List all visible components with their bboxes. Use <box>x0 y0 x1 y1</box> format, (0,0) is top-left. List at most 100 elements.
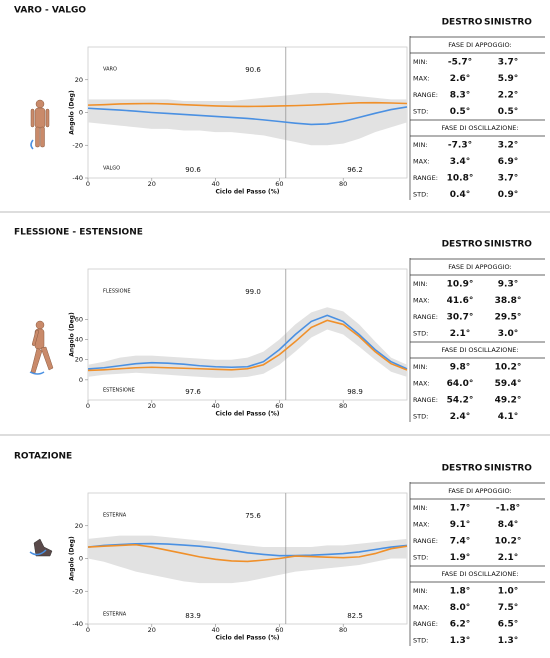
cell-value: 1.3° <box>498 636 518 646</box>
row-label: STD: <box>413 554 428 562</box>
cell-value: 6.5° <box>498 620 518 630</box>
annotation: VARO <box>103 67 117 73</box>
cell-value: 38.8° <box>495 296 522 306</box>
cell-value: 1.8° <box>450 587 470 597</box>
cell-value: 2.2° <box>498 91 518 101</box>
annotation: 98.9 <box>347 388 363 396</box>
row-label: MIN: <box>413 587 428 595</box>
annotation: ESTENSIONE <box>103 388 135 394</box>
y-tick-label: -40 <box>72 174 83 182</box>
annotation: 82.5 <box>347 612 363 620</box>
row-label: MIN: <box>413 141 428 149</box>
annotation: ESTERNA <box>103 513 127 519</box>
normal-band <box>88 307 407 378</box>
row-label: STD: <box>413 413 428 421</box>
y-tick-label: 20 <box>75 522 83 530</box>
cell-value: -5.7° <box>448 58 472 68</box>
foot-icon <box>29 538 53 557</box>
row-label: MAX: <box>413 75 430 83</box>
cell-value: 8.4° <box>498 520 518 530</box>
cell-value: 64.0° <box>447 379 474 389</box>
y-axis-label: Angolo (Deg) <box>69 536 76 581</box>
cell-value: 3.2° <box>498 141 518 151</box>
cell-value: 10.2° <box>495 363 522 373</box>
annotation: 75.6 <box>245 512 261 520</box>
y-tick-label: -20 <box>72 141 83 149</box>
cell-value: 6.2° <box>450 620 470 630</box>
series-line <box>87 542 408 557</box>
cell-value: 10.2° <box>495 537 522 547</box>
annotation: 90.6 <box>185 166 201 174</box>
row-label: STD: <box>413 330 428 338</box>
x-tick-label: 20 <box>148 180 156 188</box>
y-tick-label: 0 <box>79 555 83 563</box>
row-label: MIN: <box>413 280 428 288</box>
cell-value: 3.4° <box>450 157 470 167</box>
x-tick-label: 40 <box>211 626 219 634</box>
cell-value: 1.0° <box>498 587 518 597</box>
cell-value: 7.5° <box>498 603 518 613</box>
cell-value: 1.3° <box>450 636 470 646</box>
series-line <box>87 543 408 563</box>
row-label: MIN: <box>413 504 428 512</box>
cell-value: 0.9° <box>498 190 518 200</box>
cell-value: -7.3° <box>448 141 472 151</box>
y-axis-label: Angolo (Deg) <box>69 312 76 357</box>
x-tick-label: 0 <box>86 402 90 410</box>
column-header: SINISTRO <box>484 240 532 250</box>
x-tick-label: 80 <box>339 180 347 188</box>
cell-value: 9.3° <box>498 280 518 290</box>
row-label: MIN: <box>413 363 428 371</box>
cell-value: 2.6° <box>450 74 470 84</box>
x-axis-label: Ciclo del Passo (%) <box>216 189 280 196</box>
row-label: STD: <box>413 637 428 645</box>
y-tick-label: 40 <box>75 336 83 344</box>
annotation: VALGO <box>103 166 120 172</box>
row-label: RANGE: <box>413 620 438 628</box>
cell-value: 29.5° <box>495 313 522 323</box>
cell-value: 6.9° <box>498 157 518 167</box>
x-tick-label: 20 <box>148 626 156 634</box>
row-label: MAX: <box>413 380 430 388</box>
y-tick-label: -40 <box>72 620 83 628</box>
group-title: FASE DI OSCILLAZIONE: <box>441 124 518 132</box>
cell-value: 1.9° <box>450 553 470 563</box>
annotation: 83.9 <box>185 612 201 620</box>
x-tick-label: 40 <box>211 402 219 410</box>
cell-value: 5.9° <box>498 74 518 84</box>
cell-value: 2.4° <box>450 412 470 422</box>
cell-value: 7.4° <box>450 537 470 547</box>
group-title: FASE DI APPOGGIO: <box>448 263 511 271</box>
cell-value: 9.1° <box>450 520 470 530</box>
cell-value: -1.8° <box>496 504 520 514</box>
column-header: SINISTRO <box>484 464 532 474</box>
cell-value: 8.0° <box>450 603 470 613</box>
cell-value: 2.1° <box>450 329 470 339</box>
y-tick-label: -20 <box>72 587 83 595</box>
group-title: FASE DI APPOGGIO: <box>448 487 511 495</box>
cell-value: 54.2° <box>447 396 474 406</box>
series-line <box>87 106 408 126</box>
x-tick-label: 80 <box>339 402 347 410</box>
annotation: 96.2 <box>347 166 363 174</box>
row-label: MAX: <box>413 521 430 529</box>
cell-value: 59.4° <box>495 379 522 389</box>
cell-value: 9.8° <box>450 363 470 373</box>
annotation: 99.0 <box>245 288 261 296</box>
row-label: RANGE: <box>413 91 438 99</box>
cell-value: 0.5° <box>498 107 518 117</box>
series-line <box>87 319 408 372</box>
row-label: MAX: <box>413 158 430 166</box>
row-label: MAX: <box>413 604 430 612</box>
x-axis-label: Ciclo del Passo (%) <box>216 635 280 642</box>
column-header: DESTRO <box>442 240 483 250</box>
x-tick-label: 0 <box>86 626 90 634</box>
cell-value: 4.1° <box>498 412 518 422</box>
cell-value: 3.7° <box>498 174 518 184</box>
x-tick-label: 40 <box>211 180 219 188</box>
x-tick-label: 60 <box>275 180 283 188</box>
body-icon <box>29 320 54 375</box>
annotation: ESTERNA <box>103 612 127 618</box>
x-tick-label: 20 <box>148 402 156 410</box>
